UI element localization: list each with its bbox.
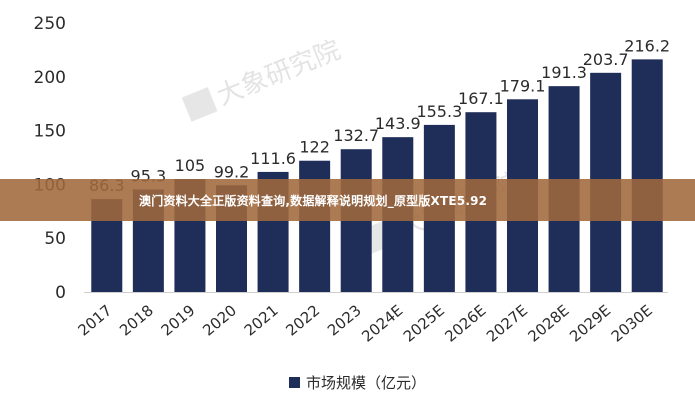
y-tick-label: 250 xyxy=(34,14,66,34)
y-tick-label: 200 xyxy=(34,68,66,88)
legend-swatch xyxy=(289,377,300,388)
x-tick-label: 2024E xyxy=(358,301,406,345)
data-label: 105 xyxy=(175,156,206,175)
data-label: 132.7 xyxy=(333,126,379,145)
x-tick-label: 2017 xyxy=(75,301,116,339)
data-label: 155.3 xyxy=(416,102,462,121)
y-axis-ticks: 050100150200250 xyxy=(34,14,66,303)
x-tick-label: 2028E xyxy=(525,301,573,345)
x-tick-label: 2022 xyxy=(282,301,323,339)
watermark-0: 大象研究院 xyxy=(181,35,345,122)
bars-layer xyxy=(91,59,663,293)
banner-text: 澳门资料大全正版资料查询,数据解释说明规划_原型版XTE5.92 xyxy=(139,193,488,208)
data-label: 179.1 xyxy=(500,76,546,95)
data-label: 203.7 xyxy=(583,50,629,69)
x-tick-label: 2026E xyxy=(441,301,489,345)
bar xyxy=(631,59,663,292)
overlay-banner: 澳门资料大全正版资料查询,数据解释说明规划_原型版XTE5.92 xyxy=(0,179,695,221)
data-label: 143.9 xyxy=(375,114,421,133)
x-tick-label: 2018 xyxy=(116,301,157,339)
x-tick-label: 2020 xyxy=(199,301,240,339)
x-tick-label: 2025E xyxy=(400,301,448,345)
data-label: 122 xyxy=(299,138,330,157)
x-tick-label: 2019 xyxy=(158,301,199,339)
x-tick-label: 2030E xyxy=(608,301,656,345)
y-tick-label: 150 xyxy=(34,122,66,142)
data-label: 191.3 xyxy=(541,63,587,82)
x-tick-label: 2029E xyxy=(566,301,614,345)
y-tick-label: 50 xyxy=(44,229,66,249)
x-tick-label: 2021 xyxy=(241,301,282,339)
watermark-logo xyxy=(181,87,218,122)
legend-label: 市场规模（亿元） xyxy=(306,374,427,392)
legend: 市场规模（亿元） xyxy=(289,372,426,393)
x-tick-label: 2027E xyxy=(483,301,531,345)
data-labels-layer: 86.395.310599.2111.6122132.7143.9155.316… xyxy=(89,36,670,195)
x-axis-ticks: 2017 2018 2019 2020 2021 2022 20232024E2025E20… xyxy=(75,301,656,345)
data-label: 216.2 xyxy=(624,36,670,55)
data-label: 111.6 xyxy=(250,149,296,168)
data-label: 99.2 xyxy=(214,162,250,181)
watermark-text: 大象研究院 xyxy=(213,35,345,112)
y-tick-label: 0 xyxy=(55,283,66,303)
data-label: 167.1 xyxy=(458,89,504,108)
